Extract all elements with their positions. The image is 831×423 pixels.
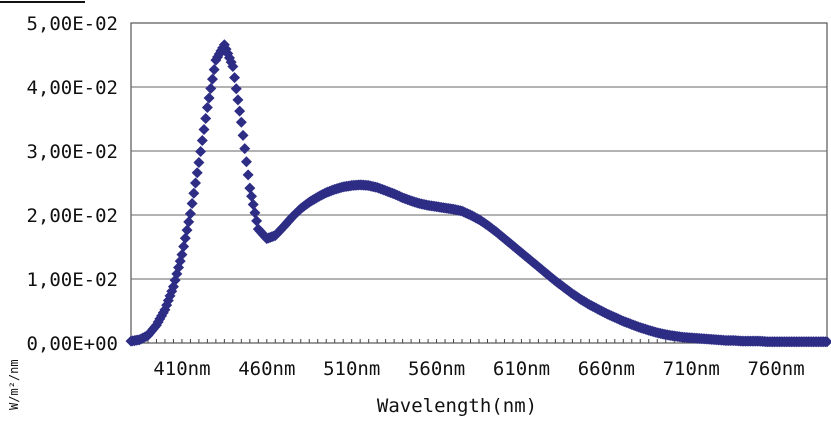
data-point [205, 83, 217, 95]
data-point [239, 143, 251, 155]
data-point [184, 208, 196, 220]
x-tick-label: 460nm [238, 358, 295, 380]
data-point [190, 177, 202, 189]
data-point [203, 92, 215, 104]
data-point [244, 182, 256, 194]
data-point [201, 101, 213, 113]
data-point [174, 255, 186, 267]
data-point [249, 207, 261, 219]
data-point [234, 105, 246, 117]
data-point [237, 129, 249, 141]
data-point [195, 146, 207, 158]
data-point [247, 199, 259, 211]
data-point [181, 224, 193, 236]
x-tick-label: 560nm [408, 358, 465, 380]
data-series [125, 39, 831, 348]
y-tick-label: 3,00E-02 [26, 141, 118, 163]
y-tick-label: 0,00E+00 [26, 333, 118, 355]
x-tick-label: 710nm [663, 358, 720, 380]
x-tick-label: 410nm [153, 358, 210, 380]
data-point [176, 249, 188, 261]
y-tick-label: 2,00E-02 [26, 205, 118, 227]
data-point [251, 215, 263, 227]
data-point [230, 83, 242, 95]
data-point [191, 167, 203, 179]
y-tick-label: 1,00E-02 [26, 269, 118, 291]
data-point [246, 190, 258, 202]
data-point [242, 169, 254, 181]
data-point [208, 64, 220, 76]
y-tick-label: 4,00E-02 [26, 77, 118, 99]
x-tick-label: 610nm [493, 358, 550, 380]
data-point [196, 135, 208, 147]
data-point [240, 156, 252, 168]
y-axis-unit-label: W/m²/nm [7, 359, 21, 410]
x-tick-label: 760nm [747, 358, 804, 380]
data-point [179, 232, 191, 244]
data-point [178, 240, 190, 252]
data-point [198, 123, 210, 135]
data-point [232, 94, 244, 106]
plot-area [130, 22, 828, 344]
data-point [206, 73, 218, 85]
data-point [227, 61, 239, 73]
data-point [186, 197, 198, 209]
data-point [200, 112, 212, 124]
data-point [229, 72, 241, 84]
data-point [188, 187, 200, 199]
x-tick-label: 510nm [323, 358, 380, 380]
data-point [821, 336, 831, 348]
y-tick-label: 5,00E-02 [26, 13, 118, 35]
data-point [193, 157, 205, 169]
x-tick-labels: 410nm 460nm 510nm 560nm 610nm 660nm 710nm 760nm [153, 358, 804, 380]
data-point [183, 216, 195, 228]
x-tick-label: 660nm [578, 358, 635, 380]
y-tick-labels: 0,00E+00 1,00E-02 2,00E-02 3,00E-02 4,00E-02… [26, 13, 118, 355]
data-point [235, 116, 247, 128]
x-axis-title: Wavelength(nm) [377, 395, 537, 417]
